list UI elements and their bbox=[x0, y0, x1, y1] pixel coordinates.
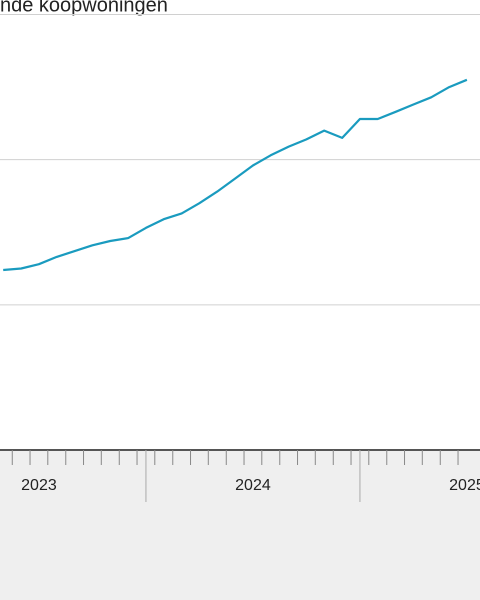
x-tick-label: 2024 bbox=[235, 477, 271, 494]
chart-title: nde koopwoningen bbox=[0, 0, 168, 16]
series-line bbox=[3, 78, 468, 272]
axis-band bbox=[0, 450, 480, 600]
x-tick-label: 2025 bbox=[449, 477, 480, 494]
x-tick-label: 2023 bbox=[21, 477, 57, 494]
